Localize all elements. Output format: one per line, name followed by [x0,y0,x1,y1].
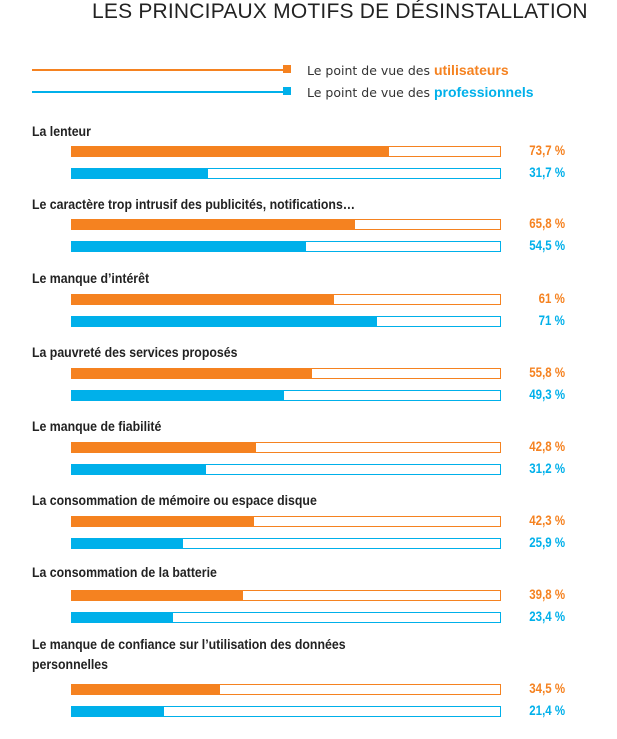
legend-label-users: Le point de vue des utilisateurs [307,62,509,78]
bar-track-pros [71,316,501,327]
value-label-pros: 49,3 % [529,387,565,402]
value-label-users: 65,8 % [529,216,565,231]
bar-users [72,517,254,526]
bar-track-pros [71,706,501,717]
bar-pros [72,707,165,716]
value-label-users: 61 % [538,291,565,306]
category-label: Le manque d’intérêt [32,270,150,286]
legend-item-pros: Le point de vue des professionnels [32,84,552,100]
bar-track-pros [71,390,501,401]
bar-track-pros [71,241,501,252]
legend-line-pros [32,91,284,93]
category-label: La consommation de mémoire ou espace dis… [32,492,317,508]
value-label-users: 42,8 % [529,439,565,454]
bar-track-users [71,368,501,379]
value-label-users: 42,3 % [529,513,565,528]
bar-users [72,369,312,378]
value-label-pros: 31,7 % [529,165,565,180]
bar-users [72,443,257,452]
bar-pros [72,539,184,548]
value-label-pros: 71 % [538,313,565,328]
bar-users [72,685,221,694]
bar-pros [72,391,284,400]
value-label-users: 73,7 % [529,143,565,158]
value-label-users: 55,8 % [529,365,565,380]
chart-title: LES PRINCIPAUX MOTIFS DE DÉSINSTALLATION [92,0,588,23]
bar-users [72,147,389,156]
bar-users [72,220,355,229]
bar-track-users [71,219,501,230]
bar-pros [72,465,207,474]
bar-track-pros [71,538,501,549]
bar-pros [72,169,209,178]
value-label-pros: 31,2 % [529,461,565,476]
bar-track-users [71,442,501,453]
value-label-users: 39,8 % [529,587,565,602]
bar-track-pros [71,612,501,623]
bar-users [72,295,335,304]
bar-pros [72,242,307,251]
value-label-pros: 25,9 % [529,535,565,550]
value-label-pros: 23,4 % [529,609,565,624]
bar-users [72,591,244,600]
bar-track-users [71,684,501,695]
legend-item-users: Le point de vue des utilisateurs [32,62,552,78]
bar-pros [72,613,173,622]
bar-track-users [71,590,501,601]
bar-pros [72,317,378,326]
bar-track-pros [71,168,501,179]
category-label: La consommation de la batterie [32,564,217,580]
category-label: Le manque de fiabilité [32,418,162,434]
category-label: La lenteur [32,123,91,139]
legend-marker-users [283,65,291,73]
legend-marker-pros [283,87,291,95]
bar-track-users [71,516,501,527]
category-label: Le manque de confiance sur l’utilisation… [32,636,346,672]
value-label-users: 34,5 % [529,681,565,696]
value-label-pros: 21,4 % [529,703,565,718]
category-label: Le caractère trop intrusif des publicité… [32,196,356,212]
category-label: La pauvreté des services proposés [32,344,238,360]
bar-track-users [71,146,501,157]
bar-track-users [71,294,501,305]
legend-label-pros: Le point de vue des professionnels [307,84,534,100]
value-label-pros: 54,5 % [529,238,565,253]
legend-line-users [32,69,284,71]
bar-track-pros [71,464,501,475]
